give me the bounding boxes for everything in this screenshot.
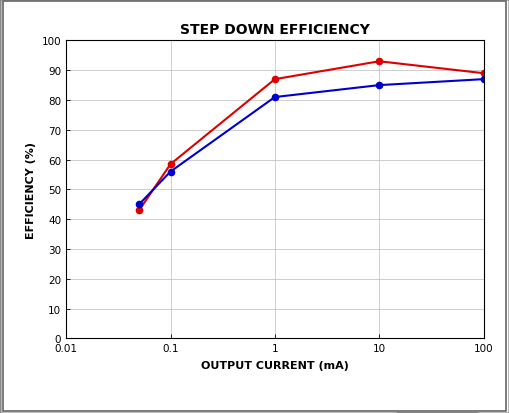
Vin = 3V <box>480 78 487 83</box>
Vin = 2V <box>136 208 142 213</box>
Vin = 2V <box>167 162 174 167</box>
Vin = 2V <box>480 71 487 76</box>
Vin = 3V <box>272 95 278 100</box>
Line: Vin = 2V: Vin = 2V <box>136 59 487 214</box>
Vin = 3V <box>376 83 382 88</box>
Legend: Vin = 2V, Vin = 3V: Vin = 2V, Vin = 3V <box>397 412 478 413</box>
Vin = 3V <box>167 170 174 175</box>
Y-axis label: EFFICIENCY (%): EFFICIENCY (%) <box>26 142 36 238</box>
Vin = 2V <box>272 78 278 83</box>
Vin = 2V <box>376 59 382 64</box>
Line: Vin = 3V: Vin = 3V <box>136 77 487 208</box>
Title: STEP DOWN EFFICIENCY: STEP DOWN EFFICIENCY <box>180 24 370 37</box>
Vin = 3V <box>136 202 142 207</box>
X-axis label: OUTPUT CURRENT (mA): OUTPUT CURRENT (mA) <box>201 361 349 370</box>
